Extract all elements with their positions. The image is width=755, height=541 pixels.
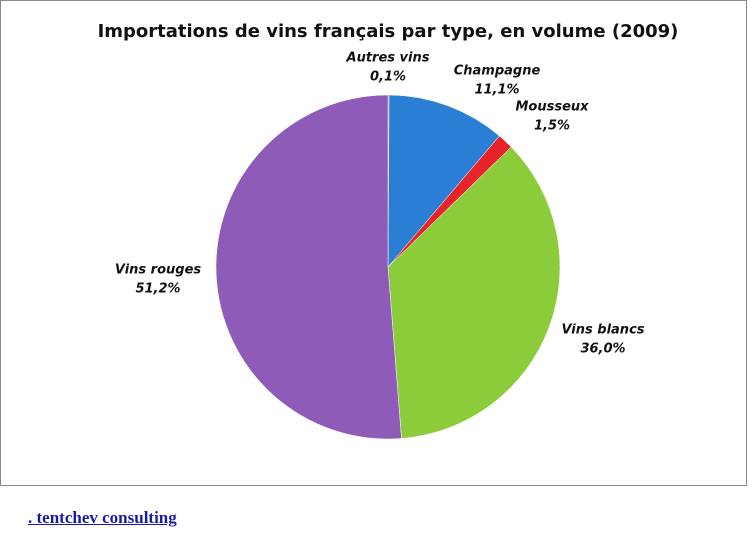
chart-frame: Importations de vins français par type, … [0, 0, 747, 486]
slice-value-label: 11,1% [474, 83, 519, 98]
slice-label: Champagne [454, 64, 541, 79]
slice-label: Autres vins [346, 51, 430, 66]
slice-label: Vins rouges [115, 263, 202, 278]
chart: Importations de vins français par type, … [98, 21, 679, 440]
slice-value-label: 1,5% [534, 119, 570, 134]
pie-slice [387, 94, 500, 268]
slice-value-label: 0,1% [370, 70, 406, 85]
pie-slice [215, 94, 402, 440]
slice-label: Mousseux [515, 100, 589, 115]
footer-link[interactable]: . tentchev consulting [28, 508, 177, 527]
pie-slice [387, 146, 561, 439]
slice-label: Vins blancs [561, 323, 644, 338]
chart-title: Importations de vins français par type, … [98, 21, 679, 42]
slice-value-label: 36,0% [580, 342, 625, 357]
slice-value-label: 51,2% [135, 282, 180, 297]
